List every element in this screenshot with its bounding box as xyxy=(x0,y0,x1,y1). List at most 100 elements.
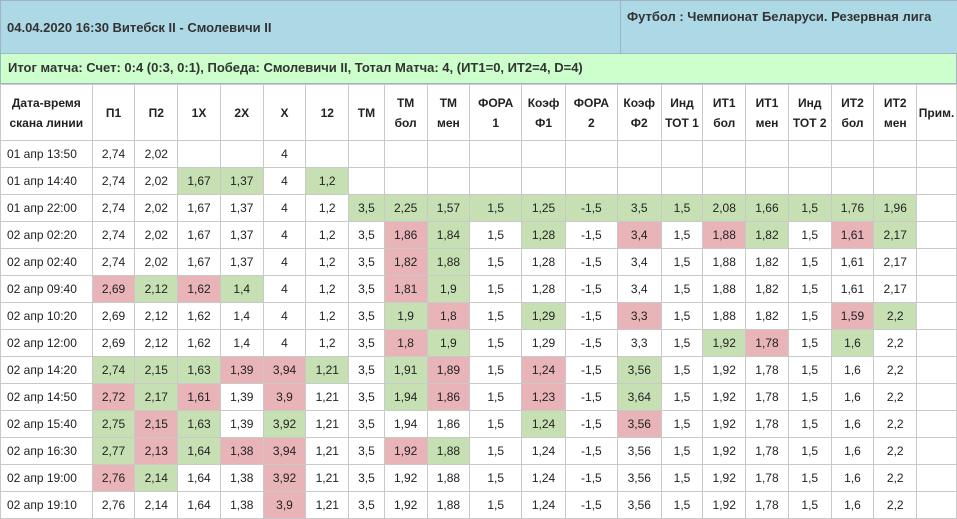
odds-cell: 3,64 xyxy=(617,384,661,411)
column-header-text: ТМ xyxy=(440,96,457,110)
scan-datetime-cell: 02 апр 10:20 xyxy=(1,303,93,330)
odds-cell: 3,9 xyxy=(263,384,306,411)
odds-cell: 2,12 xyxy=(135,330,178,357)
match-header: 04.04.2020 16:30 Витебск II - Смолевичи … xyxy=(0,0,957,54)
tournament-title: Футбол : Чемпионат Беларуси. Резервная л… xyxy=(621,1,957,54)
odds-cell: 3,5 xyxy=(349,195,385,222)
column-header: 1X xyxy=(178,85,221,141)
odds-cell xyxy=(917,357,957,384)
odds-cell: 1,5 xyxy=(661,303,703,330)
odds-cell: 2,12 xyxy=(135,276,178,303)
odds-cell: 1,5 xyxy=(661,249,703,276)
odds-cell: 1,25 xyxy=(522,195,566,222)
odds-cell: 3,4 xyxy=(617,276,661,303)
column-header: П2 xyxy=(135,85,178,141)
scan-datetime-cell: 02 апр 14:20 xyxy=(1,357,93,384)
odds-cell: 3,5 xyxy=(349,384,385,411)
odds-cell xyxy=(917,168,957,195)
odds-cell: 1,37 xyxy=(220,168,263,195)
scan-datetime-cell: 02 апр 15:40 xyxy=(1,411,93,438)
odds-cell: 1,5 xyxy=(788,276,831,303)
odds-cell: 2,02 xyxy=(135,195,178,222)
odds-cell: 1,61 xyxy=(831,222,874,249)
odds-cell xyxy=(788,168,831,195)
odds-cell xyxy=(874,168,917,195)
column-header: ИТ2 мен xyxy=(874,85,917,141)
odds-cell: 1,5 xyxy=(470,303,522,330)
odds-cell: 4 xyxy=(263,141,306,168)
odds-cell xyxy=(917,411,957,438)
column-header-text: бол xyxy=(395,116,417,130)
odds-cell xyxy=(178,141,221,168)
odds-cell: 2,74 xyxy=(92,222,135,249)
odds-cell: 1,86 xyxy=(427,384,470,411)
column-header-text: ИТ1 xyxy=(756,96,779,110)
odds-cell: 1,67 xyxy=(178,195,221,222)
odds-cell: 3,5 xyxy=(349,411,385,438)
odds-cell: 1,2 xyxy=(306,276,349,303)
odds-cell: 3,56 xyxy=(617,438,661,465)
odds-cell xyxy=(470,168,522,195)
column-header: П1 xyxy=(92,85,135,141)
odds-cell: 4 xyxy=(263,168,306,195)
odds-cell: 2,02 xyxy=(135,222,178,249)
odds-cell: 1,88 xyxy=(703,303,746,330)
odds-cell: 2,17 xyxy=(874,249,917,276)
odds-cell: 1,82 xyxy=(384,249,427,276)
column-header-text: ТМ xyxy=(397,96,414,110)
odds-cell: 1,4 xyxy=(220,330,263,357)
odds-cell: -1,5 xyxy=(565,330,617,357)
column-header-text: мен xyxy=(884,116,907,130)
match-title: 04.04.2020 16:30 Витебск II - Смолевичи … xyxy=(1,1,621,54)
column-header-text: Ф1 xyxy=(535,116,552,130)
odds-cell: 1,5 xyxy=(470,438,522,465)
odds-cell: 1,66 xyxy=(746,195,789,222)
odds-cell: 1,6 xyxy=(831,438,874,465)
odds-cell: 2,74 xyxy=(92,141,135,168)
odds-cell: 2,74 xyxy=(92,249,135,276)
odds-cell: 1,78 xyxy=(746,357,789,384)
odds-cell: 1,63 xyxy=(178,411,221,438)
odds-cell: 1,38 xyxy=(220,492,263,519)
odds-cell: 1,88 xyxy=(427,249,470,276)
odds-cell: 1,5 xyxy=(661,492,703,519)
odds-cell: 1,84 xyxy=(427,222,470,249)
odds-cell: 2,69 xyxy=(92,303,135,330)
odds-cell: 1,91 xyxy=(384,357,427,384)
odds-cell: 3,5 xyxy=(349,276,385,303)
odds-cell: 1,78 xyxy=(746,465,789,492)
odds-cell xyxy=(917,492,957,519)
odds-cell xyxy=(470,141,522,168)
odds-cell: 3,94 xyxy=(263,357,306,384)
odds-cell: 1,2 xyxy=(306,330,349,357)
odds-cell: 1,5 xyxy=(661,357,703,384)
odds-cell: 1,67 xyxy=(178,168,221,195)
odds-cell: 1,6 xyxy=(831,384,874,411)
odds-cell xyxy=(874,141,917,168)
odds-cell: -1,5 xyxy=(565,249,617,276)
odds-cell: -1,5 xyxy=(565,384,617,411)
column-header: 12 xyxy=(306,85,349,141)
odds-cell: 1,21 xyxy=(306,492,349,519)
column-header: X xyxy=(263,85,306,141)
odds-cell: 1,92 xyxy=(703,411,746,438)
odds-cell: -1,5 xyxy=(565,465,617,492)
odds-cell: 1,5 xyxy=(470,357,522,384)
odds-cell: 2,17 xyxy=(874,276,917,303)
odds-cell: 3,56 xyxy=(617,357,661,384)
odds-cell: 3,56 xyxy=(617,492,661,519)
odds-cell: 1,88 xyxy=(427,438,470,465)
odds-cell: 1,82 xyxy=(746,222,789,249)
odds-cell: 2,15 xyxy=(135,357,178,384)
odds-cell: 1,5 xyxy=(788,357,831,384)
odds-cell: 1,5 xyxy=(661,411,703,438)
scan-datetime-cell: 02 апр 09:40 xyxy=(1,276,93,303)
column-header-text: ИТ2 xyxy=(884,96,907,110)
odds-cell: -1,5 xyxy=(565,357,617,384)
odds-cell xyxy=(384,141,427,168)
odds-cell: 2,2 xyxy=(874,411,917,438)
